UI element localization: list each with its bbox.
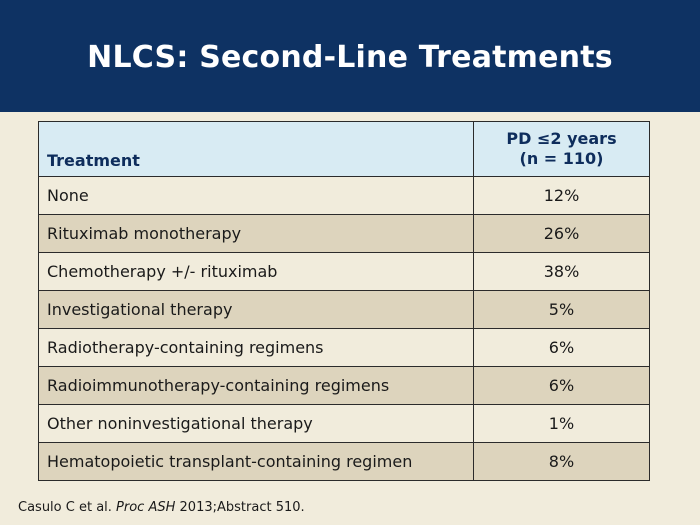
treatment-cell: Investigational therapy bbox=[38, 290, 474, 329]
table-row: Chemotherapy +/- rituximab 38% bbox=[38, 252, 650, 291]
table-row: Hematopoietic transplant-containing regi… bbox=[38, 442, 650, 481]
treatment-table: Treatment PD ≤2 years (n = 110) None 12%… bbox=[38, 121, 650, 481]
treatment-cell: Hematopoietic transplant-containing regi… bbox=[38, 442, 474, 481]
table-row: None 12% bbox=[38, 176, 650, 215]
percentage-cell: 38% bbox=[473, 252, 650, 291]
citation-prefix: Casulo C et al. bbox=[18, 500, 117, 515]
header-pd-2-years-line1: PD ≤2 years bbox=[506, 129, 617, 148]
percentage-cell: 12% bbox=[473, 176, 650, 215]
header-pd-2-years-line2: (n = 110) bbox=[519, 149, 604, 168]
citation-suffix: 2013;Abstract 510. bbox=[175, 500, 305, 515]
treatment-cell: Radioimmunotherapy-containing regimens bbox=[38, 366, 474, 405]
treatment-cell: Other noninvestigational therapy bbox=[38, 404, 474, 443]
table-row: Other noninvestigational therapy 1% bbox=[38, 404, 650, 443]
title-bar: NLCS: Second-Line Treatments bbox=[0, 0, 700, 112]
table-row: Radiotherapy-containing regimens 6% bbox=[38, 328, 650, 367]
percentage-cell: 6% bbox=[473, 328, 650, 367]
table-header-row: Treatment PD ≤2 years (n = 110) bbox=[38, 121, 650, 177]
citation-journal: Proc ASH bbox=[116, 500, 176, 515]
citation: Casulo C et al. Proc ASH 2013;Abstract 5… bbox=[18, 500, 305, 515]
treatment-cell: None bbox=[38, 176, 474, 215]
treatment-cell: Chemotherapy +/- rituximab bbox=[38, 252, 474, 291]
header-treatment: Treatment bbox=[38, 121, 474, 177]
percentage-cell: 6% bbox=[473, 366, 650, 405]
percentage-cell: 26% bbox=[473, 214, 650, 253]
treatment-cell: Rituximab monotherapy bbox=[38, 214, 474, 253]
slide-title: NLCS: Second-Line Treatments bbox=[87, 40, 613, 75]
header-pd-2-years: PD ≤2 years (n = 110) bbox=[473, 121, 650, 177]
percentage-cell: 1% bbox=[473, 404, 650, 443]
table-row: Rituximab monotherapy 26% bbox=[38, 214, 650, 253]
table-row: Investigational therapy 5% bbox=[38, 290, 650, 329]
table-row: Radioimmunotherapy-containing regimens 6… bbox=[38, 366, 650, 405]
treatment-cell: Radiotherapy-containing regimens bbox=[38, 328, 474, 367]
percentage-cell: 8% bbox=[473, 442, 650, 481]
percentage-cell: 5% bbox=[473, 290, 650, 329]
